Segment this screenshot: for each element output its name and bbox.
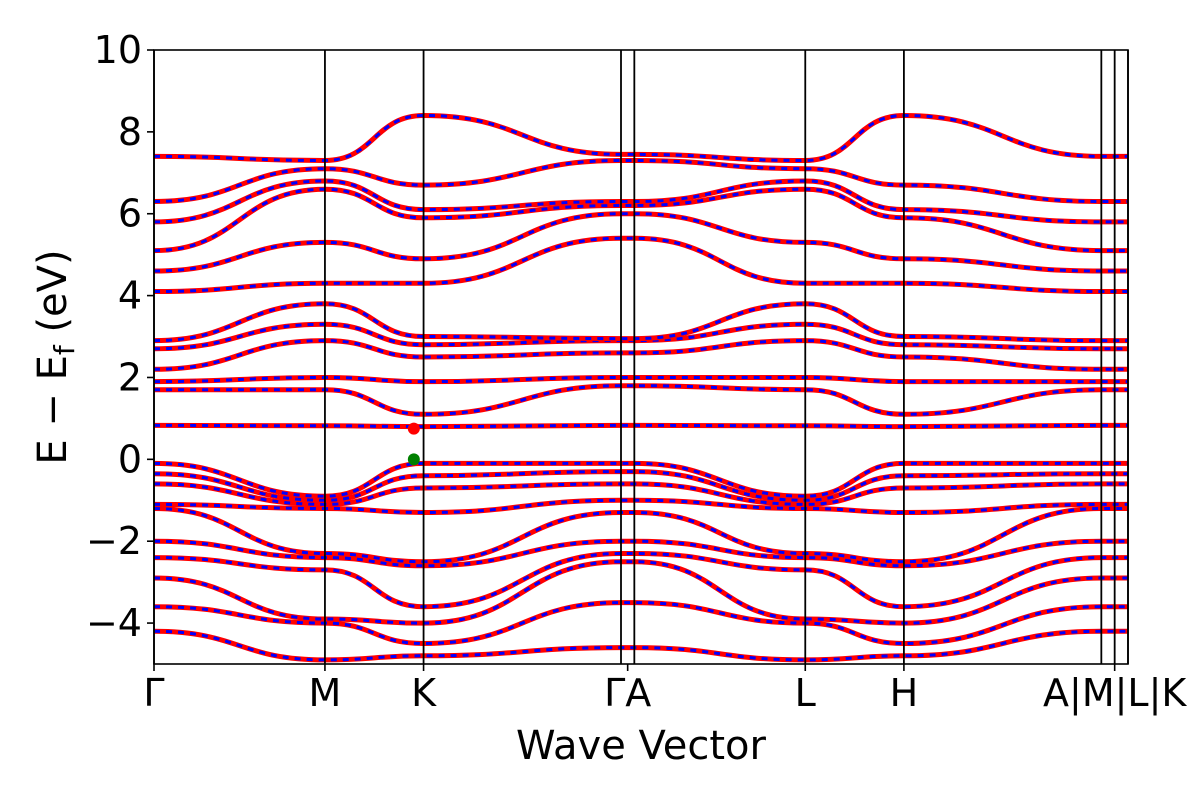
- y-tick-label-1: −2: [86, 519, 142, 563]
- x-tick-label-2: K: [411, 671, 437, 715]
- band-cb-9-down: [154, 179, 1128, 224]
- y-tick-label-5: 6: [118, 192, 142, 236]
- cbm-marker: [407, 422, 420, 435]
- x-axis-ticks: Γ M K ΓA L H A|M|L|K: [143, 664, 1187, 716]
- band-cb-5-up: [154, 301, 1128, 344]
- x-tick-label-3: ΓA: [604, 671, 651, 715]
- y-label-e2: E: [30, 355, 76, 380]
- y-tick-label-4: 4: [118, 274, 142, 318]
- x-tick-label-5: H: [890, 671, 919, 715]
- band-vb-8-up: [154, 559, 1128, 626]
- x-axis-label: Wave Vector: [516, 723, 767, 769]
- band-vb-9-down: [154, 601, 1128, 646]
- y-label-sub: f: [48, 344, 81, 355]
- band-cb-7-down: [154, 212, 1128, 273]
- y-axis-label: E − Ef (eV): [30, 249, 81, 464]
- y-tick-label-3: 2: [118, 355, 142, 399]
- y-tick-label-6: 8: [118, 110, 142, 154]
- band-cb-11-down: [154, 113, 1128, 163]
- y-tick-label-0: −4: [86, 601, 142, 645]
- x-tick-label-1: M: [309, 671, 342, 715]
- plot-frame: [153, 49, 1129, 665]
- band-cb-8-down: [154, 187, 1128, 253]
- y-axis-ticks: −4 −2 0 2 4 6 8 10: [86, 28, 154, 645]
- y-tick-label-2: 0: [118, 437, 142, 481]
- band-cb-5-down: [154, 302, 1128, 343]
- bands-layer: [154, 112, 1128, 663]
- x-tick-label-4: L: [795, 671, 816, 715]
- band-cb-2-down: [154, 375, 1128, 384]
- x-tick-label-0: Γ: [143, 671, 164, 715]
- band-edge-markers: [407, 422, 420, 466]
- band-vb-10-up: [154, 628, 1128, 663]
- band-cb-4-down: [154, 322, 1128, 351]
- band-vb-3-down: [154, 482, 1128, 506]
- y-label-e: E: [30, 439, 76, 464]
- band-cb-1-down: [154, 384, 1128, 416]
- band-vb-1-up: [154, 460, 1128, 499]
- y-tick-label-7: 10: [94, 28, 142, 72]
- band-defect-down: [154, 423, 1128, 429]
- vbm-marker: [407, 453, 420, 466]
- band-vb-1-down: [154, 461, 1128, 498]
- x-tick-label-6: A|M|L|K: [1043, 671, 1187, 716]
- y-label-unit: (eV): [30, 249, 76, 345]
- y-label-minus: −: [30, 380, 76, 439]
- band-vb-6-down: [154, 539, 1128, 568]
